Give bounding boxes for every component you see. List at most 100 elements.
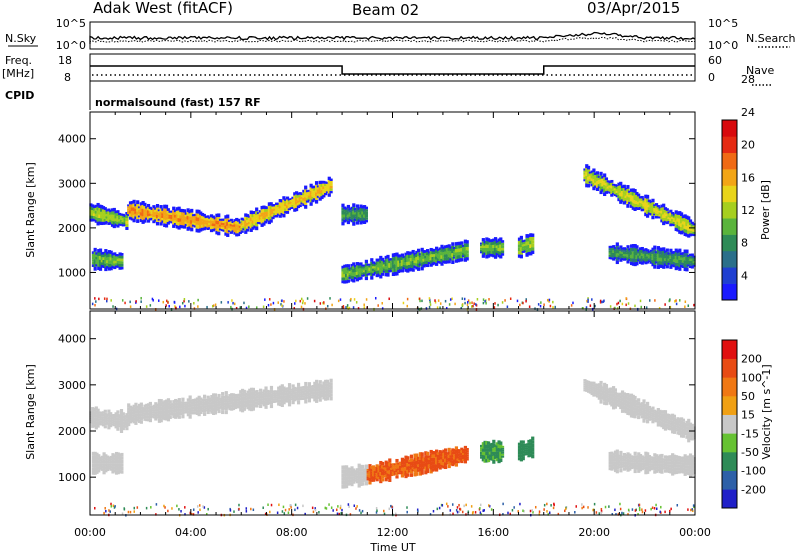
echo-cell [130,406,134,410]
scatter-cell [165,304,167,307]
echo-band [583,379,696,443]
echo-cell [592,386,596,390]
echo-cell [497,447,501,452]
echo-cell [177,404,181,409]
echo-cell [642,198,646,201]
echo-cell [612,401,616,406]
echo-cell [680,470,684,473]
scatter-cell [338,512,340,516]
echo-cell [640,249,644,253]
echo-cell [525,237,529,242]
echo-cell [313,394,317,399]
echo-cell [327,186,331,191]
echo-cell [163,410,167,414]
echo-cell [683,429,687,432]
echo-cell [145,210,149,214]
echo-cell [218,222,223,225]
echo-cell [692,437,696,440]
echo-cell [480,444,484,448]
scatter-cell [464,301,466,305]
scatter-cell [614,508,616,512]
echo-cell [137,406,142,411]
cpid-label: CPID [5,89,34,102]
echo-cell [604,394,609,399]
echo-cell [182,218,187,223]
echo-cell [109,214,113,218]
echo-cell [389,471,394,474]
echo-cell [98,418,102,421]
echo-cell [525,249,529,253]
echo-cell [635,407,639,411]
echo-cell [295,389,299,392]
echo-cell [355,475,359,479]
echo-cell [159,402,163,407]
echo-cell [583,379,587,382]
echo-cell [226,222,230,226]
echo-cell [586,180,591,184]
echo-cell [667,262,671,265]
echo-cell [380,468,385,472]
echo-cell [237,401,241,404]
echo-cell [604,185,609,189]
echo-cell [305,200,310,203]
echo-cell [424,263,428,267]
echo-cell [116,221,120,225]
echo-cell [237,393,241,397]
echo-cell [105,417,109,420]
echo-cell [143,209,147,213]
echo-cell [282,401,286,405]
echo-cell [364,206,368,210]
echo-cell [251,223,255,227]
echo-cell [640,252,644,256]
echo-cell [246,396,250,400]
echo-cell [486,441,491,445]
echo-cell [357,271,361,275]
echo-cell [344,476,349,481]
echo-cell [678,218,682,223]
echo-cell [258,217,262,220]
echo-cell [399,263,403,267]
scatter-cell [490,508,493,511]
echo-cell [251,226,255,230]
echo-cell [139,208,143,213]
echo-cell [240,408,245,413]
echo-cell [286,400,290,403]
echo-cell [493,251,498,256]
echo-cell [253,210,257,214]
scatter-cell [406,304,409,308]
echo-cell [161,208,165,211]
scatter-cell [332,509,334,512]
echo-cell [637,405,641,409]
echo-cell [590,173,594,176]
echo-cell [663,464,668,467]
echo-cell [355,204,359,208]
echo-cell [107,461,112,464]
echo-cell [628,195,632,198]
echo-cell [610,254,614,258]
echo-cell [656,458,660,462]
echo-cell [179,403,183,406]
echo-cell [127,410,131,415]
echo-cell [462,451,466,454]
echo-cell [671,471,675,476]
echo-cell [490,448,494,452]
echo-cell [275,394,279,397]
echo-cell [483,444,487,449]
echo-cell [653,253,657,258]
echo-cell [103,412,107,416]
echo-cell [417,469,421,472]
echo-cell [143,219,147,223]
echo-cell [638,200,643,203]
scatter-cell [621,511,623,515]
echo-cell [91,264,96,267]
echo-cell [255,395,259,399]
echo-cell [442,459,446,463]
echo-cell [642,411,646,415]
echo-cell [458,258,462,262]
echo-cell [375,267,379,271]
echo-cell [676,262,680,266]
echo-cell [644,414,648,417]
echo-cell [676,425,680,429]
echo-cell [172,400,176,404]
echo-cell [123,421,127,424]
